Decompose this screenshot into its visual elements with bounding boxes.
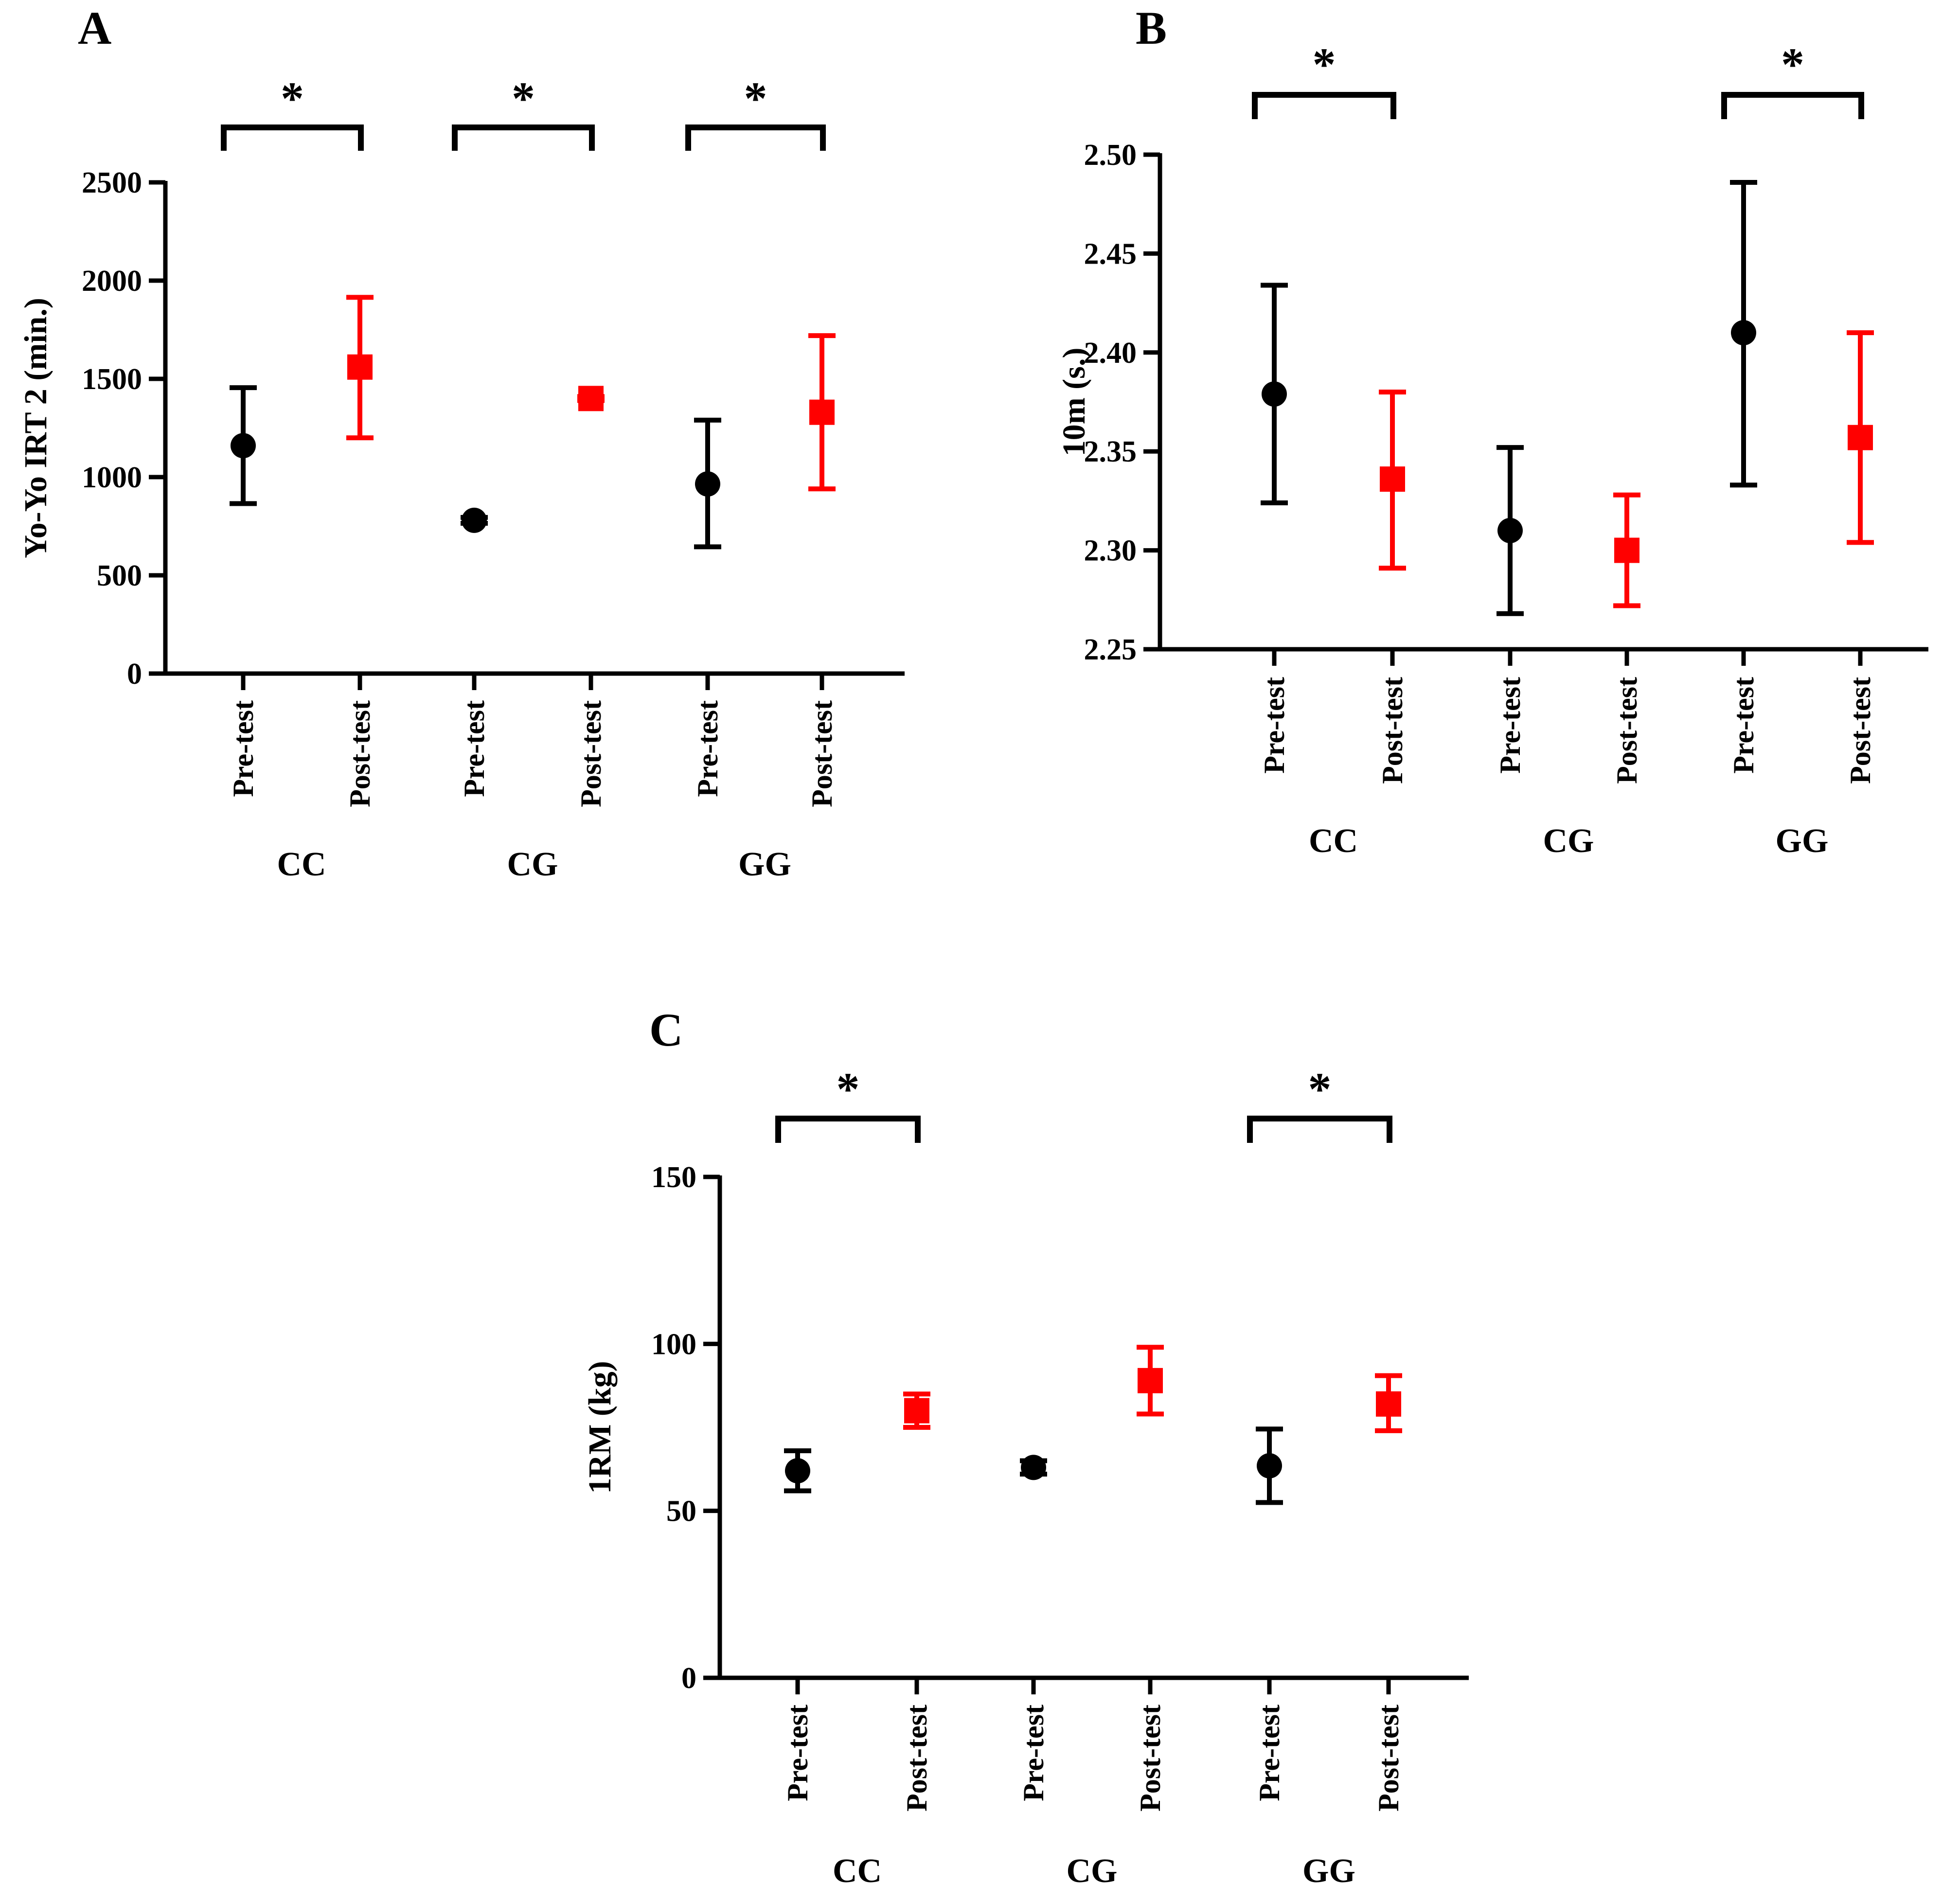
chart-panel-c: C 0 50 100 150 1RM (kg) Pre-test Post-test Pre-t… bbox=[582, 1004, 1469, 1890]
data-point-pre bbox=[1262, 381, 1287, 407]
y-tick-label: 2.50 bbox=[1084, 139, 1137, 172]
x-category-label: Post-test bbox=[1134, 1705, 1166, 1812]
data-point-post bbox=[1848, 425, 1873, 450]
y-tick-label: 500 bbox=[97, 559, 142, 592]
significance-star: * bbox=[1313, 38, 1336, 90]
y-tick-label: 50 bbox=[666, 1495, 696, 1528]
x-category-label: Pre-test bbox=[1253, 1705, 1285, 1801]
data-point-post bbox=[1614, 537, 1639, 563]
x-category-label: Post-test bbox=[1372, 1705, 1405, 1812]
data-point-post bbox=[1380, 466, 1405, 492]
panel-letter: A bbox=[78, 2, 111, 54]
significance-bracket bbox=[1247, 1116, 1392, 1143]
y-tick-label: 1000 bbox=[82, 461, 142, 494]
significance-bracket bbox=[685, 124, 826, 151]
significance-star: * bbox=[1781, 38, 1804, 90]
significance-bracket bbox=[1252, 92, 1396, 119]
y-tick-label: 2000 bbox=[82, 265, 142, 298]
x-category-label: Pre-test bbox=[782, 1705, 814, 1801]
data-point-pre bbox=[785, 1458, 810, 1484]
group-label: CG bbox=[1543, 822, 1594, 860]
data-point-post bbox=[1376, 1391, 1401, 1417]
data-point-post bbox=[809, 399, 835, 425]
panel-letter: C bbox=[649, 1004, 683, 1056]
y-tick-label: 2.25 bbox=[1084, 633, 1137, 666]
y-tick-label: 2500 bbox=[82, 166, 142, 199]
x-category-label: Post-test bbox=[1611, 677, 1643, 784]
significance-bracket bbox=[775, 1116, 921, 1143]
x-category-label: Pre-test bbox=[227, 700, 259, 797]
y-tick-label: 1500 bbox=[82, 363, 142, 396]
y-tick-label: 150 bbox=[651, 1161, 696, 1194]
y-tick-label: 2.40 bbox=[1084, 337, 1137, 370]
x-category-label: Pre-test bbox=[1258, 677, 1290, 774]
group-label: GG bbox=[1776, 822, 1829, 860]
x-category-label: Post-test bbox=[344, 700, 376, 807]
data-point-pre bbox=[1257, 1453, 1282, 1478]
significance-star: * bbox=[512, 72, 535, 124]
group-label: GG bbox=[738, 846, 791, 883]
y-tick-label: 2.45 bbox=[1084, 237, 1137, 270]
data-point-pre bbox=[1731, 320, 1756, 346]
group-label: CC bbox=[277, 846, 326, 883]
y-tick-label: 2.30 bbox=[1084, 534, 1137, 568]
data-point-post bbox=[904, 1398, 929, 1423]
x-category-label: Post-test bbox=[806, 700, 838, 807]
x-category-label: Pre-test bbox=[1017, 1705, 1050, 1801]
data-point-pre bbox=[231, 433, 256, 459]
y-axis-title: Yo-Yo IRT 2 (min.) bbox=[18, 298, 53, 558]
group-label: CG bbox=[507, 846, 558, 883]
group-label: GG bbox=[1302, 1852, 1355, 1890]
data-point-pre bbox=[1497, 517, 1523, 543]
x-category-label: Post-test bbox=[1376, 677, 1408, 784]
significance-star: * bbox=[744, 72, 767, 124]
y-tick-label: 0 bbox=[681, 1662, 696, 1695]
data-point-post bbox=[1138, 1368, 1163, 1393]
x-category-label: Pre-test bbox=[458, 700, 490, 797]
significance-bracket bbox=[221, 124, 364, 151]
significance-star: * bbox=[1308, 1063, 1332, 1115]
group-label: CC bbox=[833, 1852, 882, 1890]
significance-star: * bbox=[837, 1063, 860, 1115]
x-category-label: Pre-test bbox=[1728, 677, 1760, 774]
y-tick-label: 0 bbox=[127, 658, 142, 691]
data-point-post bbox=[347, 354, 373, 380]
y-axis-title: 1RM (kg) bbox=[582, 1361, 618, 1494]
significance-star: * bbox=[281, 72, 304, 124]
data-point-pre bbox=[1021, 1455, 1046, 1480]
panel-letter: B bbox=[1136, 2, 1167, 54]
significance-bracket bbox=[452, 124, 595, 151]
y-axis-title: 10m (s.) bbox=[1056, 348, 1092, 457]
data-point-post bbox=[578, 386, 604, 411]
y-tick-label: 2.35 bbox=[1084, 435, 1137, 468]
x-category-label: Post-test bbox=[575, 700, 607, 807]
chart-panel-a: A 0 500 1000 1500 2000 2500 Yo-Yo IRT 2 (min.) P… bbox=[18, 2, 905, 883]
data-point-pre bbox=[462, 507, 487, 533]
x-category-label: Post-test bbox=[1844, 677, 1876, 784]
data-point-pre bbox=[695, 471, 720, 497]
significance-bracket bbox=[1721, 92, 1864, 119]
chart-panel-b: B 2.25 2.30 2.35 2.40 2.45 2.50 10m (s.) Pre-tes… bbox=[1056, 2, 1928, 860]
x-category-label: Pre-test bbox=[1494, 677, 1526, 774]
group-label: CC bbox=[1309, 822, 1358, 860]
y-tick-label: 100 bbox=[651, 1328, 696, 1361]
x-category-label: Post-test bbox=[901, 1705, 933, 1812]
x-category-label: Pre-test bbox=[692, 700, 724, 797]
group-label: CG bbox=[1067, 1852, 1118, 1890]
